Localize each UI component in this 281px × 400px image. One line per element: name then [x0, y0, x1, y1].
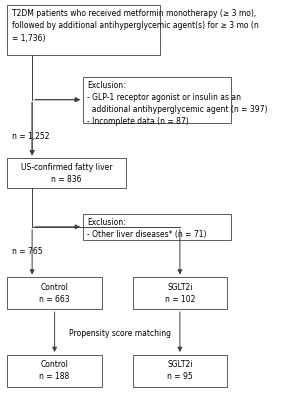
- Text: SGLT2i
n = 102: SGLT2i n = 102: [165, 283, 195, 304]
- Text: US-confirmed fatty liver
n = 836: US-confirmed fatty liver n = 836: [21, 163, 112, 184]
- FancyBboxPatch shape: [83, 77, 231, 122]
- Text: Exclusion:
- Other liver diseases* (n = 71): Exclusion: - Other liver diseases* (n = …: [87, 218, 207, 239]
- Text: Exclusion:
- GLP-1 receptor agonist or insulin as an
  additional antihyperglyce: Exclusion: - GLP-1 receptor agonist or i…: [87, 81, 268, 126]
- FancyBboxPatch shape: [7, 355, 102, 387]
- Text: n = 765: n = 765: [12, 247, 43, 256]
- FancyBboxPatch shape: [133, 278, 227, 309]
- Text: Propensity score matching: Propensity score matching: [69, 329, 171, 338]
- FancyBboxPatch shape: [7, 5, 160, 55]
- FancyBboxPatch shape: [83, 214, 231, 240]
- Text: T2DM patients who received metformin monotherapy (≥ 3 mo),
followed by additiona: T2DM patients who received metformin mon…: [12, 9, 258, 43]
- FancyBboxPatch shape: [7, 158, 126, 188]
- Text: n = 1,252: n = 1,252: [12, 132, 49, 141]
- FancyBboxPatch shape: [133, 355, 227, 387]
- Text: Control
n = 188: Control n = 188: [39, 360, 70, 381]
- FancyBboxPatch shape: [7, 278, 102, 309]
- Text: Control
n = 663: Control n = 663: [39, 283, 70, 304]
- Text: SGLT2i
n = 95: SGLT2i n = 95: [167, 360, 193, 381]
